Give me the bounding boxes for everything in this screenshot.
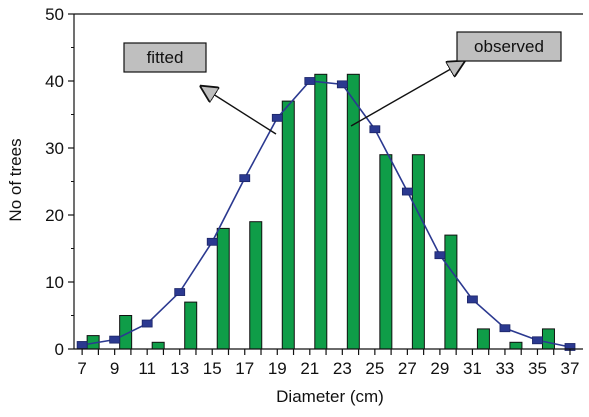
fitted-point-35 [532,336,543,345]
x-tick-label-17: 17 [235,359,254,378]
fitted-point-19 [271,113,283,122]
x-tick-label-27: 27 [398,359,417,378]
bar-observed-13 [184,301,198,350]
x-tick-label-21: 21 [300,359,319,378]
y-tick-label-0: 0 [55,340,64,359]
fitted-point-7 [76,341,88,349]
bar-observed-21 [314,73,328,350]
fitted-point-11 [141,319,153,328]
observed-callout-box [456,31,562,62]
annotation-layer: fitted observed [123,31,562,135]
fitted-arrow [202,87,277,135]
x-tick-label-13: 13 [170,359,189,378]
fitted-line [82,80,571,348]
fitted-point-17 [239,174,251,183]
observed-callout-label: observed [474,37,544,56]
fitted-point-9 [109,335,121,344]
x-tick-label-37: 37 [561,359,580,378]
axes-layer: 0 10 20 30 40 50 7 9 11 13 15 17 19 21 23 25 27 29 31 33 35 3… [45,5,583,378]
x-tick-label-11: 11 [138,359,156,378]
y-tick-label-10: 10 [45,273,64,292]
bar-observed-27 [411,154,425,350]
fitted-point-29 [434,251,446,260]
fitted-callout-box [123,42,207,73]
x-tick-label-35: 35 [528,359,547,378]
y-tick-label-20: 20 [45,206,64,225]
bar-observed-19 [281,100,295,350]
y-tick-label-50: 50 [45,5,64,24]
fitted-point-23 [336,80,348,89]
x-tick-label-31: 31 [463,359,482,378]
bar-observed-17 [249,221,263,350]
fitted-point-13 [174,288,186,296]
x-tick-label-23: 23 [333,359,352,378]
bar-observed-29 [444,234,458,350]
bar-observed-25 [379,154,393,350]
x-tick-label-25: 25 [365,359,384,378]
y-tick-label-40: 40 [45,72,64,91]
fitted-point-27 [401,187,413,196]
bar-observed-33 [509,341,523,350]
bar-observed-31 [476,328,490,350]
fitted-point-33 [499,324,511,333]
fitted-point-25 [369,125,381,134]
observed-arrow [350,62,463,127]
bars-layer [86,73,555,350]
bar-observed-15 [216,227,230,350]
y-axis-title: No of trees [6,138,25,221]
fitted-point-21 [304,77,316,85]
fitted-point-15 [206,237,218,246]
x-tick-label-7: 7 [77,359,86,378]
bar-observed-11 [151,341,165,350]
x-axis-title: Diameter (cm) [276,387,384,406]
fitted-point-31 [467,295,478,304]
x-tick-label-15: 15 [203,359,222,378]
y-tick-label-30: 30 [45,139,64,158]
x-tick-label-19: 19 [268,359,287,378]
fitted-line-layer [76,77,576,351]
bar-observed-35 [541,328,555,350]
fitted-callout-label: fitted [147,48,184,67]
x-tick-label-29: 29 [430,359,449,378]
x-tick-label-9: 9 [110,359,119,378]
bar-observed-23 [346,73,360,350]
x-tick-label-33: 33 [495,359,514,378]
